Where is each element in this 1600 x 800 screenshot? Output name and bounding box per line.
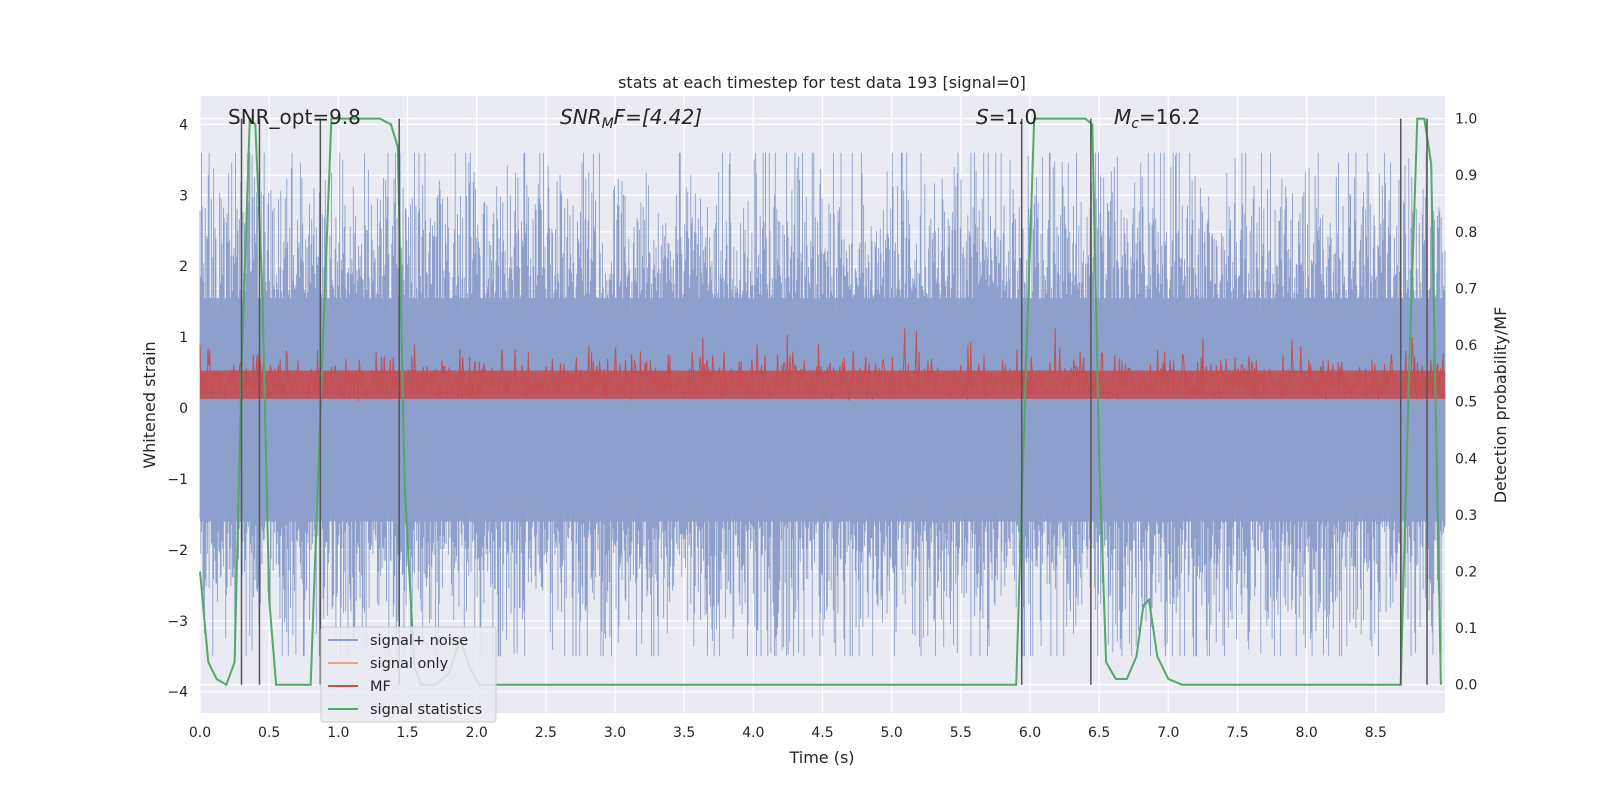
- signal-noise-series: [199, 152, 1446, 657]
- x-tick-label: 8.0: [1296, 725, 1318, 741]
- chart-title: stats at each timestep for test data 193…: [618, 73, 1026, 92]
- mf-series: [199, 328, 1446, 401]
- annotation-snr-opt: SNR_opt=9.8: [228, 105, 361, 129]
- mf-line: [199, 328, 1446, 401]
- y-tick-label: −4: [167, 685, 188, 701]
- x-tick-label: 4.5: [811, 725, 833, 741]
- y-right-tick-label: 0.3: [1455, 508, 1477, 524]
- y-right-tick-label: 0.8: [1455, 225, 1477, 241]
- y-right-tick-label: 0.0: [1455, 678, 1477, 694]
- x-tick-label: 2.0: [466, 725, 488, 741]
- y-axis-label: Whitened strain: [140, 341, 159, 468]
- y-right-tick-label: 0.6: [1455, 338, 1477, 354]
- y-axis-right-ticks: 0.0 0.1 0.2 0.3 0.4 0.5 0.6 0.7 0.8 0.9 1.0: [1455, 112, 1477, 694]
- y-right-tick-label: 0.9: [1455, 168, 1477, 184]
- x-tick-label: 1.5: [396, 725, 418, 741]
- y-axis-right-label: Detection probability/MF: [1491, 307, 1510, 504]
- x-tick-label: 0.5: [258, 725, 280, 741]
- y-right-tick-label: 0.4: [1455, 451, 1477, 467]
- legend-label-signal-noise: signal+ noise: [370, 633, 468, 649]
- x-tick-label: 6.0: [1019, 725, 1041, 741]
- vertical-markers: [240, 118, 1428, 685]
- y-tick-label: −2: [167, 543, 188, 559]
- legend-box: [320, 626, 497, 723]
- annotation-mc: Mc=16.2: [1114, 105, 1200, 132]
- y-right-tick-label: 0.5: [1455, 395, 1477, 411]
- y-right-tick-label: 0.7: [1455, 281, 1477, 297]
- y-tick-label: 4: [179, 117, 188, 133]
- y-right-tick-label: 1.0: [1455, 112, 1477, 128]
- legend-label-signal-statistics: signal statistics: [370, 702, 482, 718]
- x-tick-label: 1.0: [327, 725, 349, 741]
- y-right-tick-label: 0.2: [1455, 564, 1477, 580]
- x-tick-label: 0.0: [189, 725, 211, 741]
- y-tick-label: 0: [179, 401, 188, 417]
- legend-label-mf: MF: [370, 679, 391, 695]
- legend-label-signal-only: signal only: [370, 656, 449, 672]
- annotation-snr-mf: SNRMF=[4.42]: [560, 105, 702, 132]
- y-tick-label: 2: [179, 259, 188, 275]
- x-tick-label: 4.0: [742, 725, 764, 741]
- y-tick-label: −1: [167, 472, 188, 488]
- x-axis-ticks: 0.0 0.5 1.0 1.5 2.0 2.5 3.0 3.5 4.0 4.5 5.0 5.5 6.0 6…: [189, 725, 1387, 741]
- x-tick-label: 5.5: [950, 725, 972, 741]
- x-tick-label: 5.0: [881, 725, 903, 741]
- y-tick-label: −3: [167, 614, 188, 630]
- legend: signal+ noise signal only MF signal stat…: [320, 626, 497, 723]
- x-axis-label: Time (s): [788, 748, 854, 767]
- annotation-s: S=1.0: [976, 105, 1037, 129]
- x-tick-label: 6.5: [1088, 725, 1110, 741]
- x-tick-label: 8.5: [1365, 725, 1387, 741]
- x-tick-label: 7.0: [1157, 725, 1179, 741]
- y-right-tick-label: 0.1: [1455, 621, 1477, 637]
- x-tick-label: 2.5: [535, 725, 557, 741]
- x-tick-label: 3.0: [604, 725, 626, 741]
- x-tick-label: 3.5: [673, 725, 695, 741]
- y-axis-ticks: −4 −3 −2 −1 0 1 2 3 4: [167, 117, 188, 700]
- y-tick-label: 1: [179, 330, 188, 346]
- x-tick-label: 7.5: [1226, 725, 1248, 741]
- y-tick-label: 3: [179, 188, 188, 204]
